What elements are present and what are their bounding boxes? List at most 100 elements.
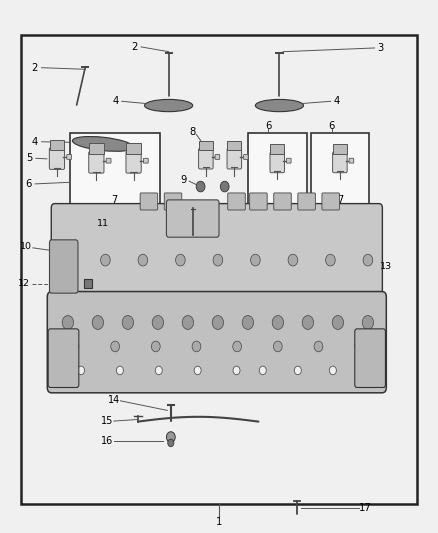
Text: 14: 14 (108, 395, 120, 405)
Circle shape (192, 341, 201, 352)
Text: 6: 6 (265, 121, 272, 131)
Text: 6: 6 (25, 179, 32, 189)
Bar (21, 35, 417, 504)
Circle shape (122, 316, 134, 329)
Text: 13: 13 (380, 262, 392, 271)
Ellipse shape (72, 136, 134, 151)
FancyBboxPatch shape (164, 193, 182, 210)
FancyBboxPatch shape (355, 329, 385, 387)
FancyBboxPatch shape (270, 152, 285, 173)
Circle shape (233, 366, 240, 375)
Ellipse shape (255, 99, 304, 112)
Text: 2: 2 (31, 63, 37, 72)
Circle shape (152, 316, 163, 329)
Circle shape (92, 316, 103, 329)
Text: 10: 10 (20, 243, 32, 251)
Circle shape (288, 254, 298, 266)
FancyBboxPatch shape (274, 193, 291, 210)
FancyBboxPatch shape (322, 193, 339, 210)
FancyBboxPatch shape (47, 292, 386, 393)
Text: 4: 4 (333, 96, 339, 106)
FancyBboxPatch shape (89, 151, 104, 173)
FancyBboxPatch shape (244, 155, 248, 159)
Text: 7: 7 (112, 195, 118, 205)
Text: 2: 2 (132, 42, 138, 52)
Circle shape (176, 254, 185, 266)
Circle shape (220, 181, 229, 192)
Circle shape (329, 366, 336, 375)
Circle shape (168, 439, 174, 447)
Circle shape (242, 316, 254, 329)
Circle shape (166, 432, 175, 442)
Text: 12: 12 (18, 279, 30, 288)
FancyBboxPatch shape (89, 143, 104, 154)
FancyBboxPatch shape (67, 155, 71, 159)
Bar (70, 133, 160, 205)
Circle shape (272, 316, 284, 329)
FancyBboxPatch shape (270, 144, 284, 154)
Text: 16: 16 (101, 437, 113, 446)
Text: 17: 17 (359, 504, 372, 513)
FancyBboxPatch shape (286, 158, 291, 163)
FancyBboxPatch shape (227, 141, 241, 150)
Text: 6: 6 (328, 121, 335, 131)
FancyBboxPatch shape (298, 193, 315, 210)
FancyBboxPatch shape (228, 193, 245, 210)
Circle shape (212, 316, 223, 329)
Bar (84, 279, 92, 288)
Circle shape (182, 316, 194, 329)
FancyBboxPatch shape (333, 144, 347, 154)
Circle shape (364, 366, 371, 375)
Circle shape (117, 366, 124, 375)
Circle shape (196, 181, 205, 192)
Circle shape (111, 341, 120, 352)
Circle shape (363, 254, 373, 266)
Circle shape (78, 366, 85, 375)
Circle shape (355, 341, 364, 352)
Circle shape (63, 254, 73, 266)
Ellipse shape (145, 99, 193, 112)
Circle shape (251, 254, 260, 266)
Text: 9: 9 (181, 175, 187, 184)
Circle shape (138, 254, 148, 266)
FancyBboxPatch shape (250, 193, 267, 210)
Circle shape (233, 341, 241, 352)
Circle shape (302, 316, 314, 329)
Circle shape (314, 341, 323, 352)
Circle shape (101, 254, 110, 266)
Text: 7: 7 (337, 195, 343, 205)
FancyBboxPatch shape (106, 158, 111, 163)
Circle shape (194, 366, 201, 375)
FancyBboxPatch shape (215, 155, 220, 159)
Text: 15: 15 (101, 416, 113, 426)
FancyBboxPatch shape (48, 329, 79, 387)
FancyBboxPatch shape (126, 151, 141, 173)
Circle shape (332, 316, 343, 329)
Circle shape (62, 316, 74, 329)
Circle shape (155, 366, 162, 375)
Bar (311, 133, 369, 205)
FancyBboxPatch shape (143, 158, 148, 163)
Text: 11: 11 (96, 220, 109, 228)
FancyBboxPatch shape (49, 140, 64, 150)
FancyBboxPatch shape (51, 204, 382, 297)
FancyBboxPatch shape (49, 148, 64, 169)
Text: 4: 4 (32, 137, 38, 147)
Circle shape (294, 366, 301, 375)
FancyBboxPatch shape (349, 158, 354, 163)
Text: 8: 8 (190, 127, 196, 137)
Text: 1: 1 (216, 518, 222, 527)
FancyBboxPatch shape (227, 148, 242, 169)
FancyBboxPatch shape (140, 193, 158, 210)
FancyBboxPatch shape (198, 148, 213, 169)
Circle shape (273, 341, 282, 352)
Circle shape (152, 341, 160, 352)
FancyBboxPatch shape (126, 143, 141, 154)
Text: 3: 3 (377, 43, 383, 53)
Text: 7: 7 (274, 195, 280, 205)
Circle shape (70, 341, 79, 352)
FancyBboxPatch shape (199, 141, 213, 150)
Circle shape (259, 366, 266, 375)
FancyBboxPatch shape (332, 152, 347, 173)
FancyBboxPatch shape (49, 240, 78, 293)
